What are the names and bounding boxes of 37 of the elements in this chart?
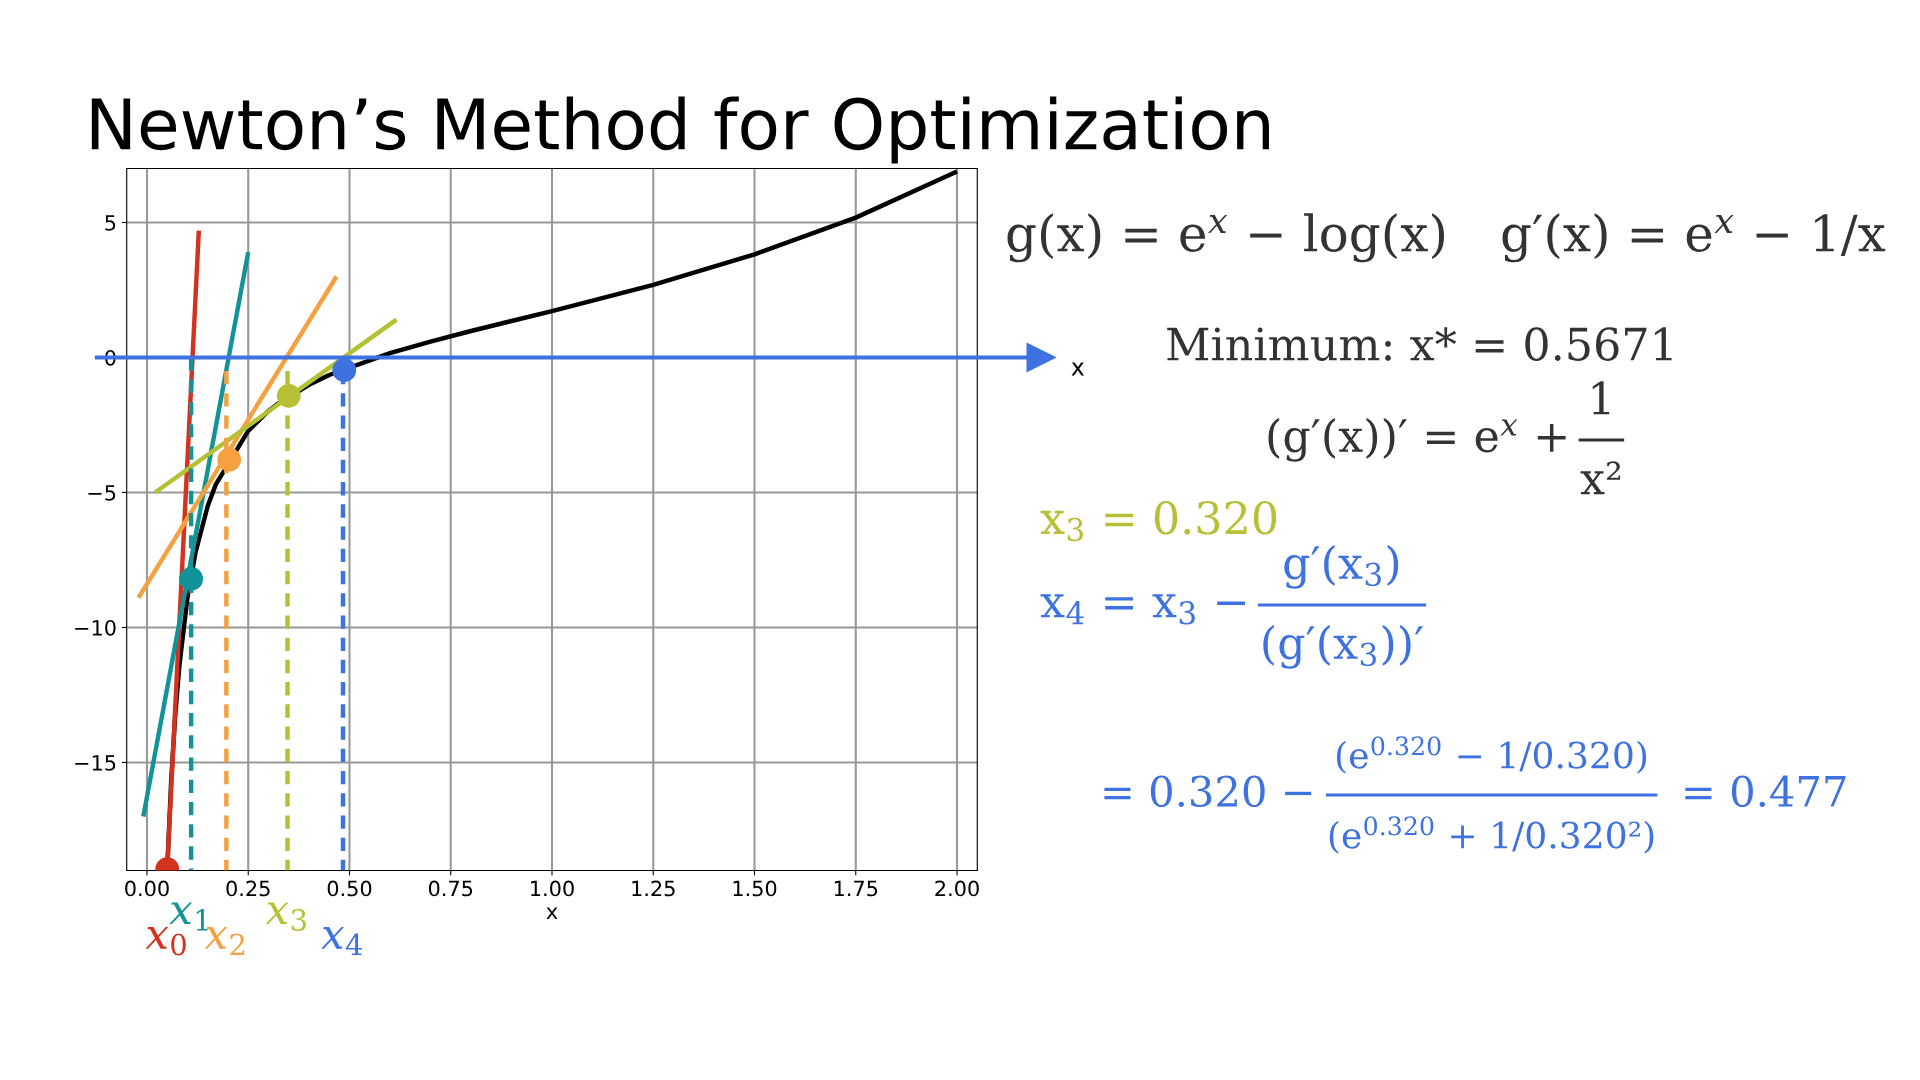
- y-tick-label: −15: [75, 755, 116, 771]
- x-tick-label: 1.00: [531, 880, 574, 897]
- text: x²: [1580, 461, 1621, 495]
- text: Minimum: x* = 0.5671: [1167, 327, 1672, 361]
- text: (g′(x$_{3}$))′: [1263, 625, 1424, 669]
- ref-line-label: x: [1071, 362, 1085, 376]
- text: 1: [1592, 381, 1610, 415]
- point: [179, 566, 204, 591]
- y-tick-label: 5: [105, 215, 116, 231]
- text: x$_{4}$ = x$_{3}$ −: [1040, 594, 1245, 625]
- text: g(x) = e$^{x}$ − log(x): [1007, 213, 1445, 263]
- series-label: x$_{4}$: [321, 927, 363, 956]
- text: = 0.477: [1685, 775, 1846, 808]
- text: = 0.320 −: [1104, 775, 1312, 808]
- y-tick-label: −10: [75, 619, 116, 636]
- point: [217, 447, 242, 472]
- point: [332, 358, 357, 383]
- text: g′(x$_{3}$): [1284, 545, 1399, 589]
- text: (e$^{0.320}$ + 1/0.320²): [1329, 816, 1654, 854]
- x-tick-label: 0.00: [125, 880, 169, 897]
- point: [276, 383, 301, 408]
- x-tick-label: 0.25: [226, 880, 270, 897]
- x-tick-label: 0.50: [327, 880, 372, 897]
- x-tick-label: 1.25: [632, 880, 675, 897]
- chart-title: Newton’s Method for Optimization: [91, 96, 1269, 164]
- text: (e$^{0.320}$ − 1/0.320): [1336, 736, 1647, 774]
- text: (g′(x))′ = e$^{x}$ +: [1268, 418, 1566, 462]
- x-tick-label: 0.75: [428, 880, 473, 897]
- text: x$_{3}$ = 0.320: [1040, 500, 1277, 542]
- x-tick-label: 2.00: [935, 880, 979, 897]
- x-tick-label: 1.50: [733, 880, 777, 897]
- series-label: x$_{0}$: [145, 927, 186, 956]
- text: g′(x) = e$^{x}$ − 1/x: [1502, 213, 1886, 263]
- x-tick-label: 1.75: [834, 880, 878, 897]
- x-axis-title: x: [546, 907, 558, 919]
- series-label: x$_{3}$: [265, 902, 306, 931]
- y-tick-label: −5: [88, 485, 116, 501]
